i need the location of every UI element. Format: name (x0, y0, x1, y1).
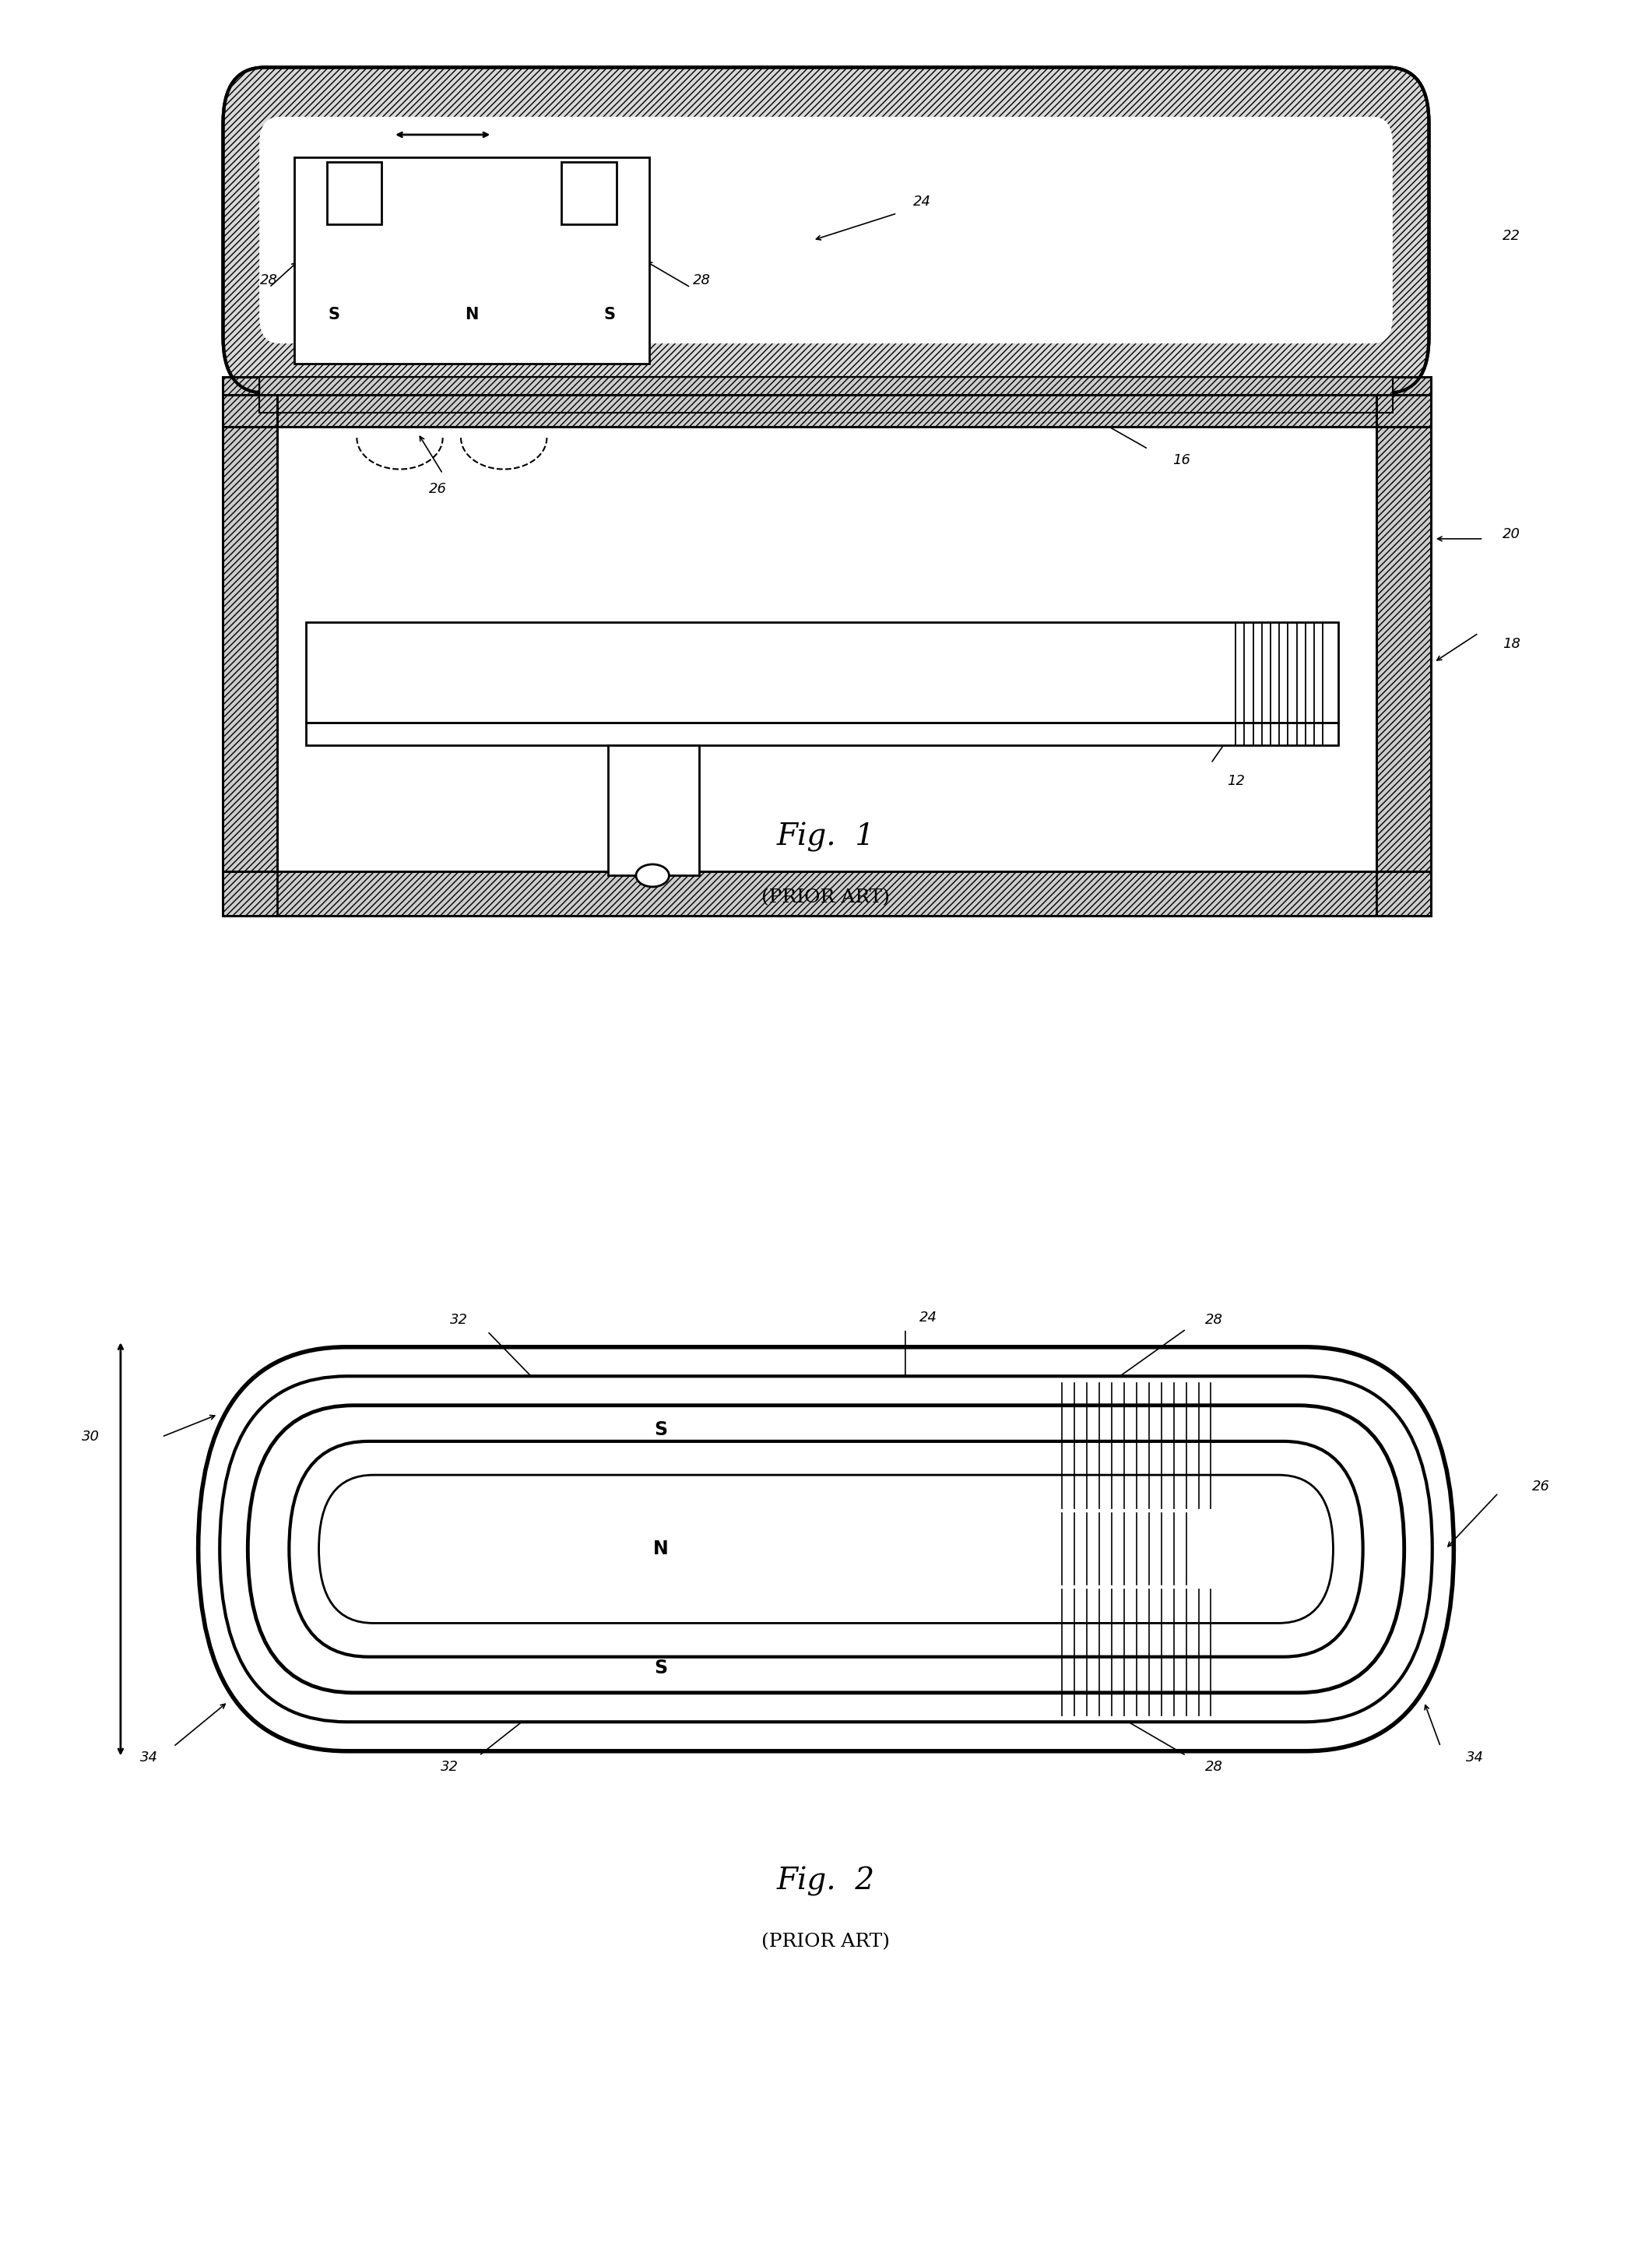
Text: 28: 28 (1206, 1313, 1222, 1327)
Bar (259, 377, 1393, 413)
Text: 16: 16 (1173, 453, 1189, 467)
Text: 14: 14 (814, 694, 831, 707)
Text: 28: 28 (261, 274, 278, 287)
FancyBboxPatch shape (289, 1441, 1363, 1657)
Bar (278, 395, 1376, 427)
Bar (306, 622, 1338, 723)
Bar (223, 395, 278, 427)
FancyBboxPatch shape (248, 1405, 1404, 1693)
Text: 20: 20 (1503, 528, 1520, 541)
Bar (1376, 395, 1431, 427)
Text: 24: 24 (920, 1311, 937, 1325)
Text: N: N (653, 1540, 669, 1558)
Text: 18: 18 (1503, 638, 1520, 651)
Bar (1376, 377, 1431, 916)
Bar (278, 395, 1376, 427)
Ellipse shape (636, 864, 669, 887)
Bar (223, 377, 278, 916)
Bar (306, 723, 1338, 745)
Text: 12: 12 (1227, 775, 1244, 788)
Text: 34: 34 (140, 1751, 157, 1765)
FancyBboxPatch shape (259, 117, 1393, 343)
FancyBboxPatch shape (319, 1475, 1333, 1623)
Bar (223, 377, 278, 916)
Bar (259, 377, 1393, 413)
Text: 26: 26 (1533, 1479, 1550, 1493)
Text: 34: 34 (1467, 1751, 1483, 1765)
Bar (1376, 395, 1431, 427)
Text: 28: 28 (694, 274, 710, 287)
FancyBboxPatch shape (223, 67, 1429, 393)
FancyBboxPatch shape (198, 1347, 1454, 1751)
FancyBboxPatch shape (220, 1376, 1432, 1722)
Text: S: S (654, 1421, 667, 1439)
Bar (562, 162, 616, 225)
Bar (223, 395, 278, 427)
Text: 24: 24 (914, 195, 930, 209)
Text: S: S (603, 308, 616, 321)
Text: (PRIOR ART): (PRIOR ART) (762, 1933, 890, 1951)
Text: S: S (654, 1659, 667, 1677)
Text: N: N (464, 308, 479, 321)
Text: 22: 22 (1503, 229, 1520, 242)
Text: 26: 26 (430, 483, 446, 496)
Text: 30: 30 (83, 1430, 99, 1444)
Text: (PRIOR ART): (PRIOR ART) (762, 889, 890, 907)
Text: Fig.  1: Fig. 1 (776, 822, 876, 853)
Bar (294, 157, 649, 364)
Bar (223, 871, 1431, 916)
Bar (327, 162, 382, 225)
Bar (223, 871, 1431, 916)
Text: 32: 32 (441, 1760, 458, 1774)
Text: 28: 28 (1206, 1760, 1222, 1774)
Text: S: S (327, 308, 340, 321)
Bar (1376, 377, 1431, 916)
Text: Fig.  2: Fig. 2 (776, 1866, 876, 1897)
Bar (608, 745, 699, 876)
Text: 32: 32 (451, 1313, 468, 1327)
